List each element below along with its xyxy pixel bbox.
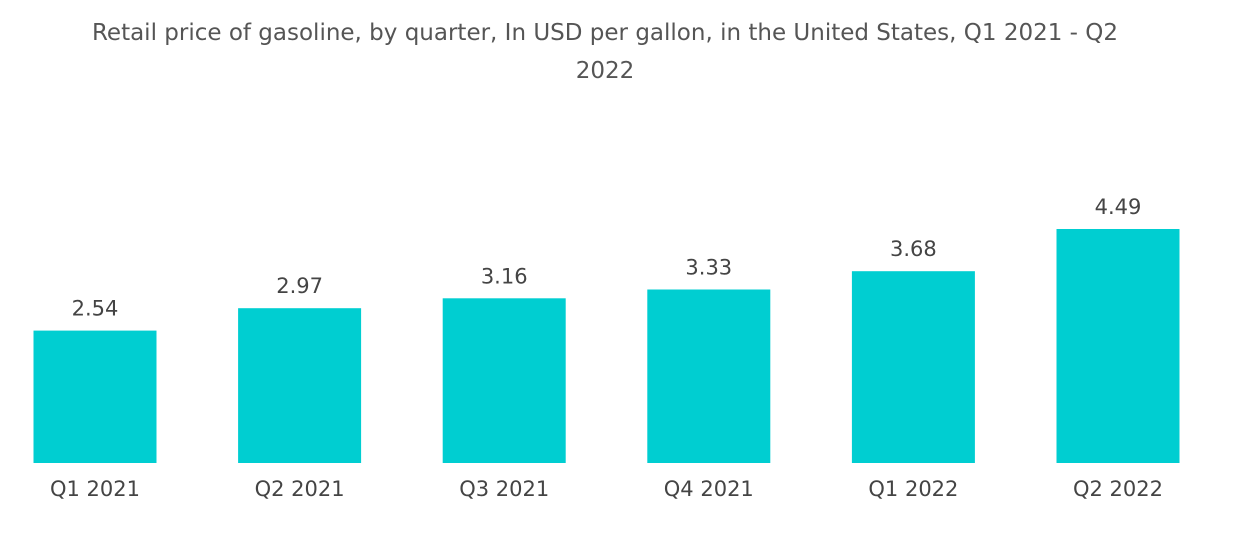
bar-q4-2021	[647, 289, 771, 463]
value-label: 3.68	[890, 237, 937, 261]
category-label: Q1 2022	[868, 477, 958, 501]
value-label: 4.49	[1095, 195, 1142, 219]
value-label: 2.54	[72, 297, 119, 321]
bar-q2-2022	[1056, 229, 1180, 463]
chart-title-line-2: 2022	[575, 58, 635, 84]
category-label: Q2 2022	[1073, 477, 1163, 501]
category-label: Q4 2021	[664, 477, 754, 501]
value-label: 2.97	[276, 274, 323, 298]
bars-group	[33, 229, 1180, 463]
category-label: Q3 2021	[459, 477, 549, 501]
value-label: 3.16	[481, 264, 528, 288]
chart-title: Retail price of gasoline, by quarter, In…	[0, 14, 1210, 90]
value-label: 3.33	[685, 256, 732, 280]
value-labels-group: 2.54 2.97 3.16 3.33 3.68 4.49	[72, 195, 1142, 321]
bar-q1-2021	[33, 330, 157, 463]
category-labels-group: Q1 2021 Q2 2021 Q3 2021 Q4 2021 Q1 2022 Q2 20…	[50, 477, 1163, 501]
category-label: Q1 2021	[50, 477, 140, 501]
bar-q2-2021	[238, 308, 362, 463]
bar-q1-2022	[851, 271, 975, 463]
category-label: Q2 2021	[255, 477, 345, 501]
chart-title-line-1: Retail price of gasoline, by quarter, In…	[91, 20, 1119, 46]
bar-q3-2021	[442, 298, 566, 463]
